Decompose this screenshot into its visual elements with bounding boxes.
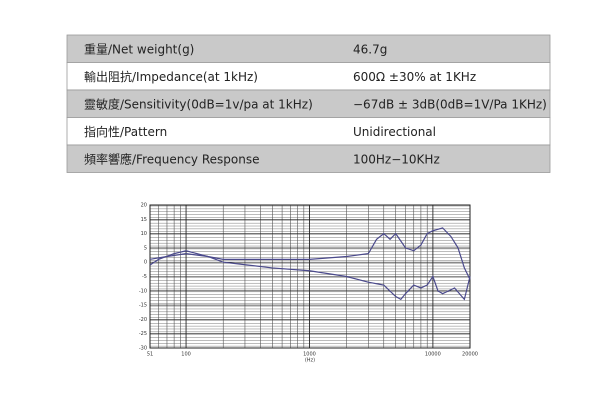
x-axis-label: (Hz) xyxy=(305,358,315,364)
table-cell: 指向性/Pattern xyxy=(84,124,167,139)
y-tick-label: 20 xyxy=(141,203,147,209)
y-tick-label: -25 xyxy=(139,331,147,337)
y-tick-label: -10 xyxy=(139,288,147,294)
y-tick-label: 5 xyxy=(144,245,147,251)
table-cell: 重量/Net weight(g) xyxy=(84,42,194,56)
table-cell: 100Hz−10KHz xyxy=(353,152,440,166)
y-tick-label: -30 xyxy=(139,346,147,352)
table-cell: 46.7g xyxy=(353,42,387,56)
x-tick-label: 1000 xyxy=(303,352,316,358)
table-cell: 輸出阻抗/Impedance(at 1kHz) xyxy=(84,69,258,84)
table-row xyxy=(66,34,551,63)
table-cell: −67dB ± 3dB(0dB=1V/Pa 1KHz) xyxy=(353,97,547,111)
y-tick-label: -20 xyxy=(139,317,147,323)
x-tick-label: 100 xyxy=(181,352,191,358)
response-line xyxy=(149,253,471,301)
table-row xyxy=(66,89,551,118)
y-tick-label: 10 xyxy=(141,231,147,237)
y-tick-label: 15 xyxy=(141,217,147,223)
table-cell: Unidirectional xyxy=(353,125,436,139)
y-tick-label: 0 xyxy=(144,260,147,266)
spec-table: 重量/Net weight(g) 46.7g 輸出阻抗/Impedance(at 1… xyxy=(66,34,551,173)
y-tick-label: -5 xyxy=(142,274,147,280)
x-tick-label: 20000 xyxy=(462,352,478,358)
x-tick-label: 10000 xyxy=(425,352,441,358)
table-cell: 頻率響應/Frequency Response xyxy=(84,151,259,166)
table-cell: 靈敏度/Sensitivity(0dB=1v/pa at 1kHz) xyxy=(84,96,313,111)
table-row xyxy=(66,62,551,91)
x-tick-label: 51 xyxy=(147,352,153,358)
table-cell: 600Ω ±30% at 1KHz xyxy=(353,70,476,84)
y-tick-label: -15 xyxy=(139,303,147,309)
table-row xyxy=(66,144,551,173)
